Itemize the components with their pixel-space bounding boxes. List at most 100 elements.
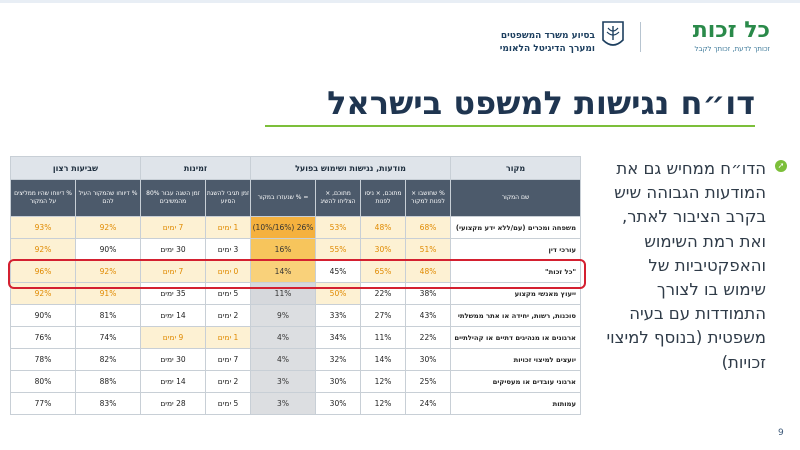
cell-typical-time: 1 ימים (205, 216, 251, 239)
cell-recommend: 92% (10, 238, 76, 261)
cell-typical-time: 5 ימים (205, 392, 251, 415)
cell-recommend: 76% (10, 326, 76, 349)
cell-helped: 11% (249, 282, 317, 305)
cell-useful: 88% (75, 370, 141, 393)
cell-helped: 4% (249, 326, 317, 349)
cell-tried: 12% (360, 370, 407, 393)
cell-time-80: 9 ימים (140, 326, 206, 349)
cell-considered: 68% (405, 216, 452, 239)
cell-considered: 25% (405, 370, 452, 393)
table-row: יועצים למיצוי זכויות 30% 14% 32% 4% 7 ימ… (10, 348, 582, 371)
cell-succeeded: 30% (315, 392, 362, 415)
cell-considered: 30% (405, 348, 452, 371)
cell-time-80: 7 ימים (140, 260, 206, 283)
partner-line-2: ומערך הדיגיטל הלאומי (499, 44, 595, 54)
col-typical-time: זמן תגיבי להשגת הסיוע (205, 179, 251, 217)
table-row: ארגונים או מנהיגים דתיים או קהילתיים 22%… (10, 326, 582, 349)
cell-typical-time: 2 ימים (205, 370, 251, 393)
cell-typical-time: 0 ימים (205, 260, 251, 283)
cell-tried: 27% (360, 304, 407, 327)
row-source: עורכי דין (450, 238, 582, 261)
cell-recommend: 96% (10, 260, 76, 283)
cell-helped: 16% (249, 238, 317, 261)
cell-helped: 26% (16%/10%) (249, 216, 317, 239)
cell-recommend: 80% (10, 370, 76, 393)
cell-succeeded: 32% (315, 348, 362, 371)
table-row: עורכי דין 51% 30% 55% 16% 3 ימים 30 ימים… (10, 238, 582, 261)
col-tried: מתוכם, × ניסו לפנות (360, 179, 407, 217)
cell-time-80: 30 ימים (140, 348, 206, 371)
cell-succeeded: 53% (315, 216, 362, 239)
cell-tried: 48% (360, 216, 407, 239)
cell-time-80: 35 ימים (140, 282, 206, 305)
col-helped: = % שנעזרו במקור (249, 179, 317, 217)
cell-helped: 4% (249, 348, 317, 371)
cell-succeeded: 30% (315, 370, 362, 393)
cell-useful: 81% (75, 304, 141, 327)
cell-considered: 43% (405, 304, 452, 327)
cell-helped: 14% (249, 260, 317, 283)
cell-succeeded: 45% (315, 260, 362, 283)
cell-tried: 65% (360, 260, 407, 283)
cell-typical-time: 1 ימים (205, 326, 251, 349)
row-source: סוכנות, רשות, יחידה או אתר ממשלתי (450, 304, 582, 327)
group-awareness: מודעות, נגישות ושימוש בפועל (249, 156, 452, 180)
col-considered: % שחושבו × לפנות למקור (405, 179, 452, 217)
cell-useful: 92% (75, 216, 141, 239)
title-underline (265, 125, 755, 127)
row-source: עמותות (450, 392, 582, 415)
cell-time-80: 30 ימים (140, 238, 206, 261)
cell-tried: 22% (360, 282, 407, 305)
col-recommend: % דיווחו שהיו ממליצים על המקור (10, 179, 76, 217)
cell-time-80: 28 ימים (140, 392, 206, 415)
kol-zchut-logo: כל זכות זכותך לדעת, זכותך לקבל (650, 18, 770, 62)
table-row: משפחה ומכרים (עם/ללא ידע מקצועי) 68% 48%… (10, 216, 582, 239)
row-source: יועצים למיצוי זכויות (450, 348, 582, 371)
group-availability: זמינות (140, 156, 251, 180)
access-table: מקור מודעות, נגישות ושימוש בפועל זמינות … (10, 156, 582, 418)
arrow-bullet-icon: ➚ (775, 160, 787, 172)
cell-recommend: 77% (10, 392, 76, 415)
state-emblem-icon (602, 21, 624, 46)
row-source: משפחה ומכרים (עם/ללא ידע מקצועי) (450, 216, 582, 239)
cell-time-80: 7 ימים (140, 216, 206, 239)
col-source-name: שם המקור (450, 179, 582, 217)
cell-typical-time: 5 ימים (205, 282, 251, 305)
top-strip (0, 0, 800, 3)
logo-name: כל זכות (692, 18, 770, 43)
cell-recommend: 93% (10, 216, 76, 239)
cell-tried: 11% (360, 326, 407, 349)
cell-considered: 48% (405, 260, 452, 283)
partner-credit: בסיוע משרד המשפטים ומערך הדיגיטל הלאומי (445, 30, 595, 56)
slide-title: דו״ח נגישות למשפט בישראל (327, 84, 755, 122)
cell-helped: 3% (249, 370, 317, 393)
cell-helped: 3% (249, 392, 317, 415)
col-succeeded: מתוכם, × הצליחו להשיג (315, 179, 362, 217)
bullet-text: הדו״ח ממחיש גם את המודעות הגבוהה שיש בקר… (606, 159, 766, 372)
row-source: ארגונים או מנהיגים דתיים או קהילתיים (450, 326, 582, 349)
cell-succeeded: 33% (315, 304, 362, 327)
cell-considered: 24% (405, 392, 452, 415)
row-source: ארגוני עובדים או מעסיקים (450, 370, 582, 393)
group-source: מקור (450, 156, 582, 180)
cell-useful: 82% (75, 348, 141, 371)
cell-recommend: 92% (10, 282, 76, 305)
cell-time-80: 14 ימים (140, 370, 206, 393)
cell-typical-time: 7 ימים (205, 348, 251, 371)
col-useful: % דיווחו שהמקור העיל להם (75, 179, 141, 217)
table-row: ארגוני עובדים או מעסיקים 25% 12% 30% 3% … (10, 370, 582, 393)
group-satisfaction: שביעות רצון (10, 156, 141, 180)
cell-useful: 92% (75, 260, 141, 283)
cell-considered: 38% (405, 282, 452, 305)
cell-recommend: 90% (10, 304, 76, 327)
col-time-80: זמן השגה עבור 80% מהמשיבים (140, 179, 206, 217)
cell-useful: 83% (75, 392, 141, 415)
cell-succeeded: 50% (315, 282, 362, 305)
cell-useful: 74% (75, 326, 141, 349)
cell-useful: 90% (75, 238, 141, 261)
logo-divider (640, 22, 641, 52)
table-row: עמותות 24% 12% 30% 3% 5 ימים 28 ימים 83%… (10, 392, 582, 415)
cell-typical-time: 3 ימים (205, 238, 251, 261)
cell-considered: 22% (405, 326, 452, 349)
cell-typical-time: 2 ימים (205, 304, 251, 327)
